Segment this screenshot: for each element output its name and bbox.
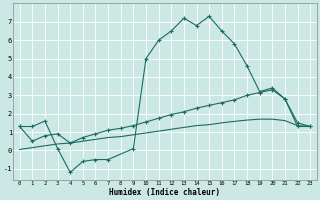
X-axis label: Humidex (Indice chaleur): Humidex (Indice chaleur) (109, 188, 220, 197)
